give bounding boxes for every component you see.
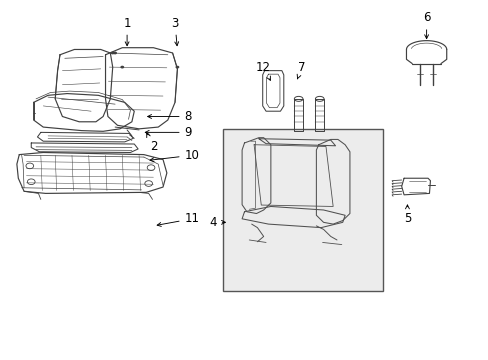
Text: 8: 8 xyxy=(147,110,192,123)
Text: 10: 10 xyxy=(150,149,199,162)
Text: 2: 2 xyxy=(146,133,157,153)
Circle shape xyxy=(111,51,114,54)
Text: 12: 12 xyxy=(256,60,271,80)
Text: 6: 6 xyxy=(422,11,429,39)
Text: 4: 4 xyxy=(209,216,225,229)
Text: 11: 11 xyxy=(157,212,199,226)
Text: 5: 5 xyxy=(403,205,410,225)
Circle shape xyxy=(175,66,179,68)
Text: 7: 7 xyxy=(297,60,305,79)
Text: 1: 1 xyxy=(123,17,131,46)
Text: 9: 9 xyxy=(145,126,192,139)
Circle shape xyxy=(113,51,117,54)
Text: 3: 3 xyxy=(171,17,178,46)
Bar xyxy=(223,129,383,291)
Circle shape xyxy=(120,66,124,68)
